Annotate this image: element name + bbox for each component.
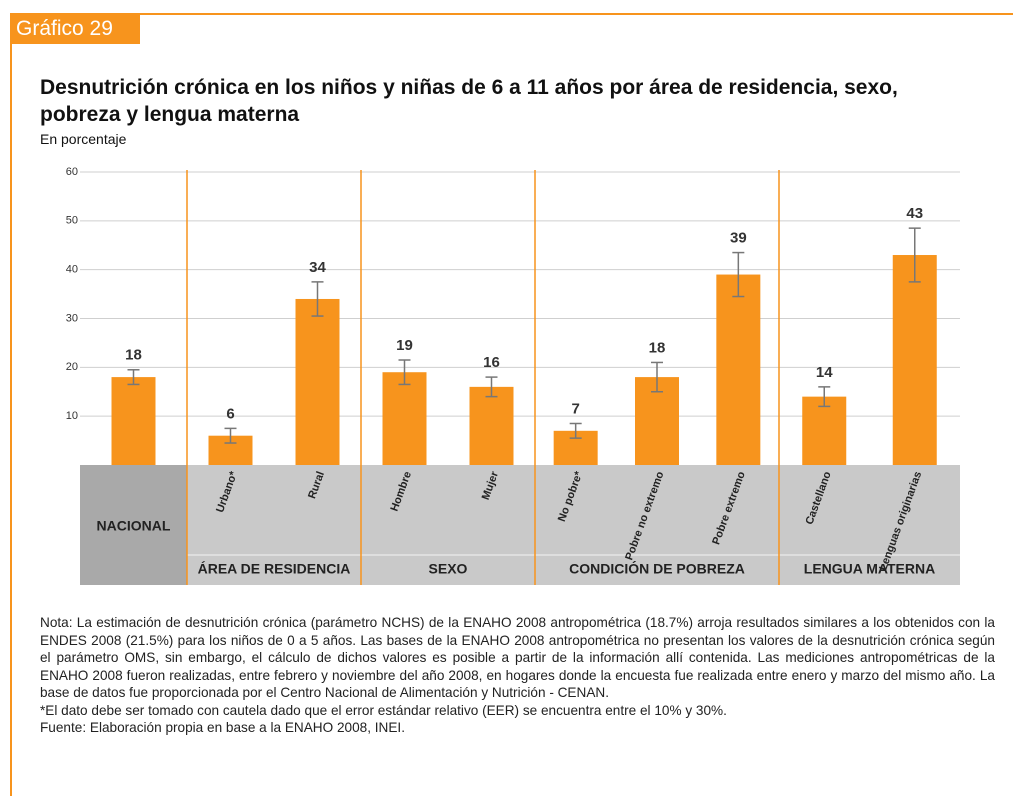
- group-label: ÁREA DE RESIDENCIA: [198, 561, 351, 577]
- bar: [469, 386, 514, 465]
- x-tick-label: NACIONAL: [97, 518, 171, 534]
- group-label: LENGUA MATERNA: [804, 561, 935, 577]
- group-label: CONDICIÓN DE POBREZA: [569, 560, 745, 577]
- bar: [716, 274, 761, 465]
- y-tick-label: 40: [66, 264, 78, 276]
- note: Fuente: Elaboración propia en base a la …: [40, 720, 405, 735]
- value-label: 19: [396, 337, 413, 354]
- bar: [382, 372, 427, 465]
- y-tick-label: 10: [66, 410, 78, 422]
- bar: [892, 255, 937, 465]
- frame: [10, 13, 1013, 796]
- chart-subtitle: En porcentaje: [40, 131, 127, 147]
- bar: [295, 298, 340, 465]
- value-label: 14: [816, 364, 833, 381]
- note: Nota: La estimación de desnutrición crón…: [40, 615, 995, 700]
- bar: [802, 396, 847, 465]
- y-tick-label: 20: [66, 361, 78, 373]
- value-label: 18: [125, 347, 142, 364]
- value-label: 7: [571, 400, 579, 417]
- value-label: 34: [309, 259, 326, 276]
- y-tick-label: 50: [66, 215, 78, 227]
- value-label: 6: [226, 405, 234, 422]
- y-tick-label: 60: [66, 166, 78, 178]
- chart: 10 20 30 40 50 60 NACIONAL 18 ÁREA DE RESIDENCIA…: [66, 166, 960, 585]
- nacional-cell: [80, 465, 187, 585]
- bar: [111, 377, 156, 465]
- value-label: 18: [649, 339, 666, 356]
- value-label: 16: [483, 354, 500, 371]
- notes: Nota: La estimación de desnutrición crón…: [40, 614, 995, 737]
- group-label: SEXO: [429, 561, 468, 577]
- note: *El dato debe ser tomado con cautela dad…: [40, 702, 727, 718]
- badge: Gráfico 29: [10, 14, 140, 44]
- chart-title: Desnutrición crónica en los niños y niña…: [40, 76, 898, 126]
- label-band: [80, 465, 960, 585]
- y-tick-label: 30: [66, 312, 78, 324]
- value-label: 39: [730, 230, 747, 247]
- value-label: 43: [906, 205, 923, 222]
